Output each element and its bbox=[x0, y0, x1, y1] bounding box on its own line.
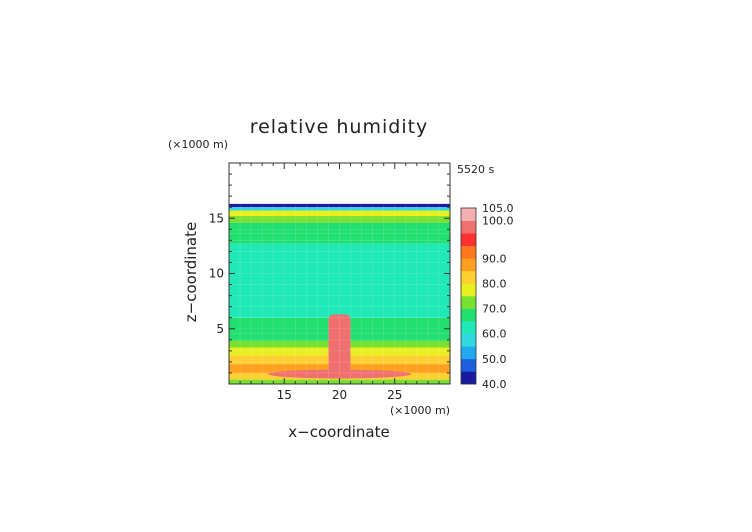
cloud-core bbox=[331, 317, 348, 376]
x-axis-label: x−coordinate bbox=[288, 423, 389, 441]
humidity-band-13 bbox=[229, 207, 450, 211]
x-tick-label: 20 bbox=[332, 388, 347, 402]
y-tick-label: 10 bbox=[209, 267, 224, 281]
colorbar-tick-label: 100.0 bbox=[482, 215, 514, 228]
colorbar-swatch-105 bbox=[461, 208, 476, 221]
time-label: 5520 s bbox=[457, 163, 494, 176]
colorbar-swatch-50 bbox=[461, 346, 476, 360]
colorbar-tick-label: 90.0 bbox=[482, 252, 507, 265]
plot-area bbox=[228, 162, 451, 385]
chart-title: relative humidity bbox=[250, 116, 429, 138]
colorbar-tick-label: 50.0 bbox=[482, 353, 507, 366]
humidity-band-8 bbox=[229, 243, 450, 318]
colorbar-tick-label: 80.0 bbox=[482, 277, 507, 290]
colorbar-swatch-95 bbox=[461, 233, 476, 247]
humidity-band-11 bbox=[229, 216, 450, 223]
humidity-band-9 bbox=[229, 233, 450, 244]
colorbar-tick-label: 40.0 bbox=[482, 378, 507, 391]
x-unit-label: (×1000 m) bbox=[390, 404, 450, 417]
y-axis-ticks: 5 10 15 bbox=[209, 162, 450, 385]
y-axis-label: z−coordinate bbox=[182, 222, 200, 322]
x-tick-label: 25 bbox=[387, 388, 402, 402]
colorbar-swatch-90 bbox=[461, 245, 476, 259]
colorbar-swatch-45 bbox=[461, 358, 476, 372]
humidity-band-14 bbox=[229, 203, 450, 208]
colorbar-swatch-55 bbox=[461, 333, 476, 347]
plot-grid bbox=[228, 162, 451, 385]
colorbar-swatch-60 bbox=[461, 321, 476, 335]
colorbar-swatch-40 bbox=[461, 371, 476, 385]
y-tick-label: 5 bbox=[216, 322, 224, 336]
x-axis-ticks: 15 20 25 bbox=[228, 163, 451, 402]
colorbar-swatch-80 bbox=[461, 270, 476, 284]
colorbar-swatch-85 bbox=[461, 258, 476, 272]
humidity-band-10 bbox=[229, 222, 450, 234]
colorbar-swatch-70 bbox=[461, 296, 476, 309]
x-tick-label: 15 bbox=[277, 388, 292, 402]
y-unit-label: (×1000 m) bbox=[168, 138, 228, 151]
humidity-band-12 bbox=[229, 210, 450, 217]
colorbar-tick-label: 60.0 bbox=[482, 328, 507, 341]
colorbar-swatch-100 bbox=[461, 220, 476, 234]
colorbar-frame bbox=[460, 207, 477, 385]
colorbar-swatch-65 bbox=[461, 308, 476, 322]
y-tick-label: 15 bbox=[209, 211, 224, 225]
colorbar-tick-label: 105.0 bbox=[482, 202, 514, 215]
colorbar-tick-label: 70.0 bbox=[482, 303, 507, 316]
colorbar-swatch-75 bbox=[461, 283, 476, 297]
